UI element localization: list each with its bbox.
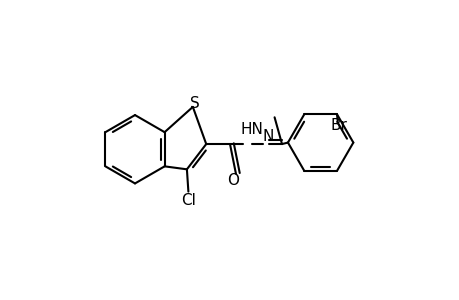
Text: N: N — [263, 129, 274, 144]
Text: S: S — [190, 96, 200, 111]
Text: O: O — [227, 173, 239, 188]
Text: Br: Br — [329, 118, 346, 133]
Text: Cl: Cl — [180, 193, 196, 208]
Text: HN: HN — [241, 122, 263, 137]
